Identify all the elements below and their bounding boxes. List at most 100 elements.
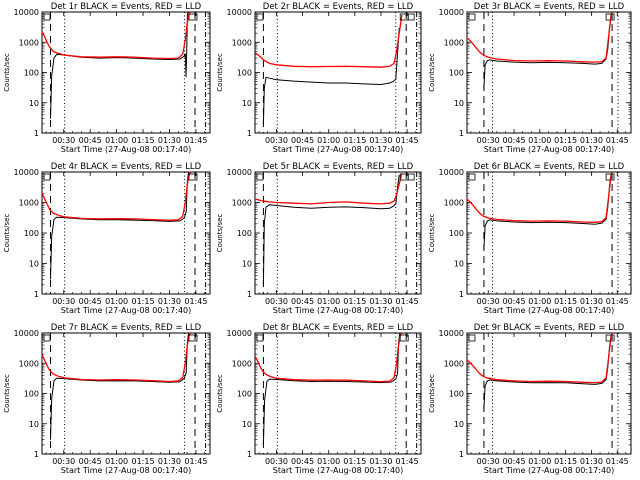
x-tick-label: 01:15 [132,136,155,145]
panel-title: Det 2r BLACK = Events, RED = LLD [263,2,414,12]
x-tick-label: 00:45 [291,457,314,466]
y-tick-label: 10 [29,420,39,429]
y-axis-label: Counts/sec [428,374,436,413]
y-tick-label: 1 [34,129,39,138]
y-tick-label: 100 [24,390,39,399]
end-box-marker [605,334,615,342]
x-tick-label: 01:15 [343,457,366,466]
panel-title: Det 1r BLACK = Events, RED = LLD [51,2,202,12]
lld-series-line [466,332,613,384]
lld-series-line [254,173,403,205]
start-box-marker [468,334,476,342]
y-tick-label: 10000 [439,329,464,338]
y-tick-label: 1000 [232,38,252,47]
end-box-marker [605,173,615,181]
y-tick-label: 10 [242,99,252,108]
x-tick-label: 01:45 [396,297,419,306]
detector-panel-1: Det 1r BLACK = Events, RED = LLD 1 10 100 10… [3,2,211,154]
end-box-marker [188,173,198,181]
lld-series-line [41,332,192,383]
y-axis-label: Counts/sec [428,214,436,253]
x-tick-label: 01:15 [554,297,577,306]
y-tick-label: 10000 [227,8,252,17]
y-tick-label: 10000 [227,168,252,177]
start-box-marker [468,13,476,21]
y-tick-label: 10000 [439,168,464,177]
start-box-marker [256,13,264,21]
x-tick-label: 01:00 [528,297,551,306]
y-tick-label: 100 [237,390,252,399]
x-tick-label: 00:30 [477,136,500,145]
end-box-marker [188,334,198,342]
panel-title: Det 8r BLACK = Events, RED = LLD [263,323,414,333]
x-tick-label: 01:30 [369,136,392,145]
y-tick-label: 1 [459,290,464,299]
detector-panel-9: Det 9r BLACK = Events, RED = LLD 1 10 100 10… [428,323,632,475]
x-tick-label: 00:45 [291,297,314,306]
lld-series-line [466,11,613,63]
x-tick-label: 00:30 [477,297,500,306]
y-tick-label: 1 [247,129,252,138]
x-tick-label: 01:45 [184,136,207,145]
y-tick-label: 100 [24,69,39,78]
y-tick-label: 100 [24,229,39,238]
x-tick-label: 01:45 [396,457,419,466]
x-tick-label: 01:30 [580,297,603,306]
panel-title: Det 5r BLACK = Events, RED = LLD [263,162,414,172]
events-series-line [50,332,189,440]
detector-panel-5: Det 5r BLACK = Events, RED = LLD 1 10 100 10… [216,162,422,315]
x-tick-label: 00:45 [502,297,525,306]
y-tick-label: 10000 [14,8,39,17]
x-tick-label: 01:00 [105,136,128,145]
y-tick-label: 10 [454,260,464,269]
detector-panel-2: Det 2r BLACK = Events, RED = LLD 1 10 100 10… [216,2,422,154]
lld-series-line [466,171,613,223]
y-tick-label: 10 [29,260,39,269]
lld-series-line [254,332,403,383]
panel-title: Det 6r BLACK = Events, RED = LLD [474,162,625,172]
start-box-marker [43,173,51,181]
x-tick-label: 01:30 [369,297,392,306]
y-axis-label: Counts/sec [428,53,436,92]
y-tick-label: 1 [247,290,252,299]
plot-frame [466,11,632,134]
x-tick-label: 00:30 [52,457,75,466]
events-series-line [50,171,189,280]
x-tick-label: 01:45 [606,457,629,466]
y-tick-label: 10 [454,99,464,108]
y-axis-label: Counts/sec [216,374,224,413]
x-tick-label: 01:15 [132,457,155,466]
x-axis-label: Start Time (27-Aug-08 00:17:40) [484,145,615,154]
y-tick-label: 10000 [14,168,39,177]
x-tick-label: 00:30 [477,457,500,466]
x-tick-label: 01:15 [343,297,366,306]
x-tick-label: 01:30 [158,297,181,306]
x-tick-label: 00:45 [502,136,525,145]
detector-panel-3: Det 3r BLACK = Events, RED = LLD 1 10 100 10… [428,2,632,154]
y-tick-label: 1000 [19,38,39,47]
x-tick-label: 00:30 [265,457,288,466]
x-axis-label: Start Time (27-Aug-08 00:17:40) [61,145,192,154]
x-tick-label: 00:45 [502,457,525,466]
y-tick-label: 10000 [439,8,464,17]
x-tick-label: 00:45 [291,136,314,145]
end-box-marker [399,334,409,342]
end-box-marker [188,13,198,21]
end-box-marker-2 [407,13,415,21]
y-tick-label: 1 [34,290,39,299]
x-tick-label: 01:00 [317,136,340,145]
panel-title: Det 9r BLACK = Events, RED = LLD [474,323,625,333]
x-axis-label: Start Time (27-Aug-08 00:17:40) [61,466,192,475]
detector-panel-7: Det 7r BLACK = Events, RED = LLD 1 10 100 10… [3,323,211,475]
panel-title: Det 7r BLACK = Events, RED = LLD [51,323,202,333]
end-box-marker-2 [407,173,415,181]
events-series-line [483,334,612,410]
x-tick-label: 00:30 [52,136,75,145]
events-series-line [262,27,400,124]
events-series-line [50,11,189,119]
x-tick-label: 01:30 [580,457,603,466]
y-axis-label: Counts/sec [216,53,224,92]
x-tick-label: 01:00 [528,457,551,466]
end-box-marker [605,13,615,21]
x-tick-label: 00:30 [265,297,288,306]
